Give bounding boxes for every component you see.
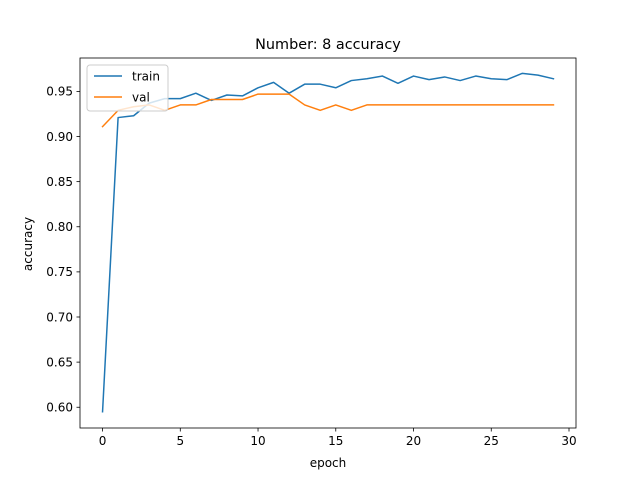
x-tick-label: 15 <box>328 434 343 448</box>
x-axis-ticks: 0 5 10 15 20 25 30 <box>99 428 577 448</box>
axes-frame <box>79 57 577 429</box>
y-axis-label: accuracy <box>21 217 35 271</box>
x-tick-label: 10 <box>250 434 265 448</box>
legend: train val <box>86 64 169 112</box>
series-line-val <box>101 93 555 128</box>
x-tick-label: 0 <box>99 434 107 448</box>
y-tick-label: 0.70 <box>46 310 73 324</box>
y-tick-label: 0.65 <box>46 355 73 369</box>
y-tick-label: 0.60 <box>46 401 73 415</box>
legend-label-train: train <box>132 69 160 83</box>
y-tick-label: 0.85 <box>46 175 73 189</box>
y-tick-label: 0.75 <box>46 265 73 279</box>
x-axis-label: epoch <box>310 456 347 470</box>
legend-label-val: val <box>132 90 150 104</box>
chart-title: Number: 8 accuracy <box>255 37 401 53</box>
series-line-train <box>101 72 555 413</box>
x-tick-label: 20 <box>406 434 421 448</box>
y-tick-label: 0.95 <box>46 85 73 99</box>
x-tick-label: 5 <box>176 434 184 448</box>
x-tick-label: 30 <box>561 434 576 448</box>
y-tick-label: 0.90 <box>46 130 73 144</box>
plot-area <box>101 72 555 413</box>
y-tick-label: 0.80 <box>46 220 73 234</box>
x-tick-label: 25 <box>484 434 499 448</box>
y-axis-ticks: 0.60 0.65 0.70 0.75 0.80 0.85 0.90 0.95 <box>46 85 80 415</box>
